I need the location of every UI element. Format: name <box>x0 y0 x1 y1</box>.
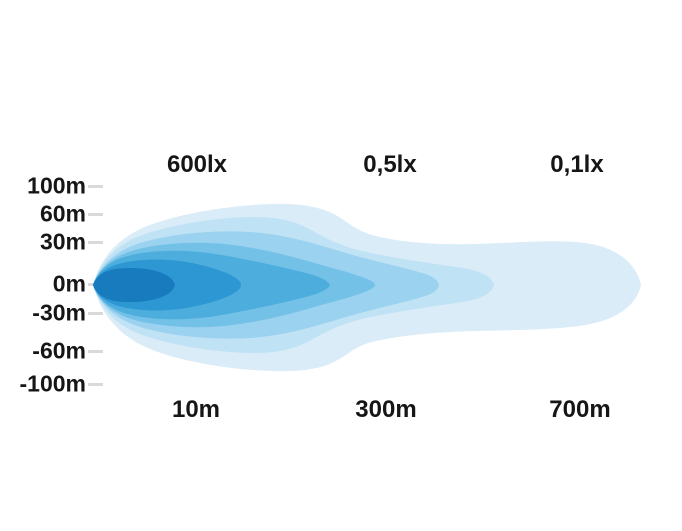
bottom-axis-label: 700m <box>549 396 611 423</box>
top-axis-label: 0,5lx <box>363 151 417 178</box>
y-axis-tick <box>88 241 103 244</box>
y-axis-label: -100m <box>19 370 86 397</box>
isolux-contour-7-innermost <box>93 267 175 303</box>
bottom-axis-label: 10m <box>171 396 221 423</box>
top-axis-label: 0,1lx <box>550 151 604 178</box>
isolux-contour-layer <box>93 203 641 372</box>
y-axis-label: -60m <box>32 337 86 364</box>
y-axis-label: 30m <box>39 228 86 255</box>
y-axis-tick <box>88 185 103 188</box>
y-axis-tick <box>88 350 103 353</box>
bottom-axis-label: 300m <box>355 396 417 423</box>
y-axis-label: 0m <box>52 270 86 297</box>
y-axis-label: 100m <box>27 172 86 199</box>
y-axis-tick <box>88 213 103 216</box>
top-axis-label: 600lx <box>166 151 228 178</box>
y-axis-label: -30m <box>32 299 86 326</box>
y-axis-tick <box>88 383 103 386</box>
y-axis-tick <box>88 312 103 315</box>
y-axis-label: 60m <box>39 200 86 227</box>
